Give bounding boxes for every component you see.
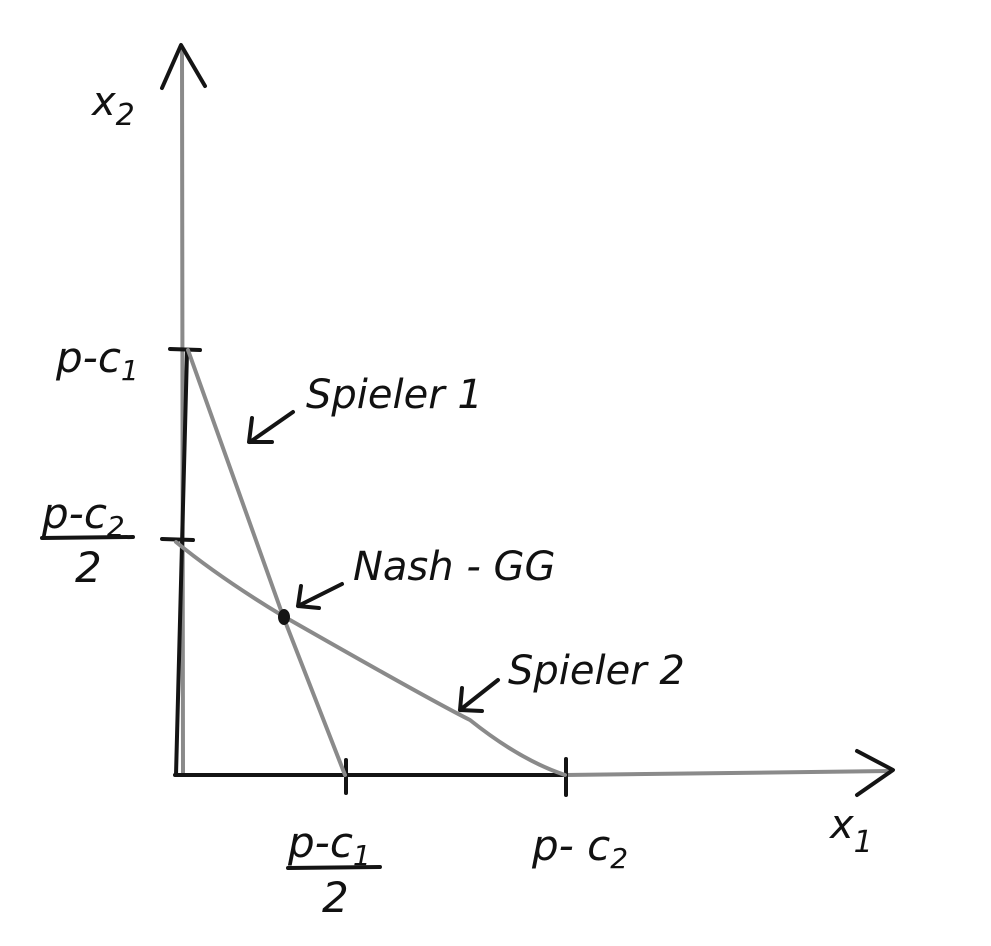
x-tick-label-numerator: p-c1: [287, 818, 371, 872]
x-axis-label: x1: [828, 802, 873, 860]
y-axis: [180, 46, 185, 777]
spieler-1-arrow: [247, 410, 295, 444]
x-tick-label-p-c1-over-2: p-c1 2: [286, 818, 382, 922]
nash-gg-label: Nash - GG: [353, 544, 555, 590]
spieler-1-label: Spieler 1: [306, 372, 483, 418]
y-axis-arrowhead: [160, 43, 207, 90]
y-tick-label-p-c2-over-2: p-c2 2: [40, 489, 135, 592]
spieler-2-arrow: [458, 678, 500, 713]
spieler-2-curve: [174, 540, 567, 777]
x-tick-label-p-c2: p- c2: [531, 821, 628, 875]
y-axis-lower-ink: [174, 350, 189, 777]
y-tick-p-c2-over-2: [160, 537, 195, 542]
x-tick-fraction-bar: [286, 865, 382, 870]
annotation-arrows: [247, 410, 500, 713]
y-tick-label-numerator: p-c2: [41, 489, 125, 543]
nash-gg-arrow: [296, 582, 344, 610]
y-axis-label: x2: [90, 79, 135, 133]
y-tick-label-p-c1: p-c1: [55, 333, 139, 387]
y-tick-p-c1: [168, 347, 202, 352]
x-axis-arrowhead: [855, 749, 895, 797]
y-tick-label-denominator: 2: [75, 543, 102, 592]
nash-equilibrium-point: [278, 609, 290, 625]
x-axis-pencil: [563, 769, 892, 777]
x-tick-label-denominator: 2: [322, 873, 349, 922]
y-tick-fraction-bar: [40, 535, 135, 540]
axes: [160, 43, 895, 797]
spieler-2-label: Spieler 2: [508, 648, 685, 694]
